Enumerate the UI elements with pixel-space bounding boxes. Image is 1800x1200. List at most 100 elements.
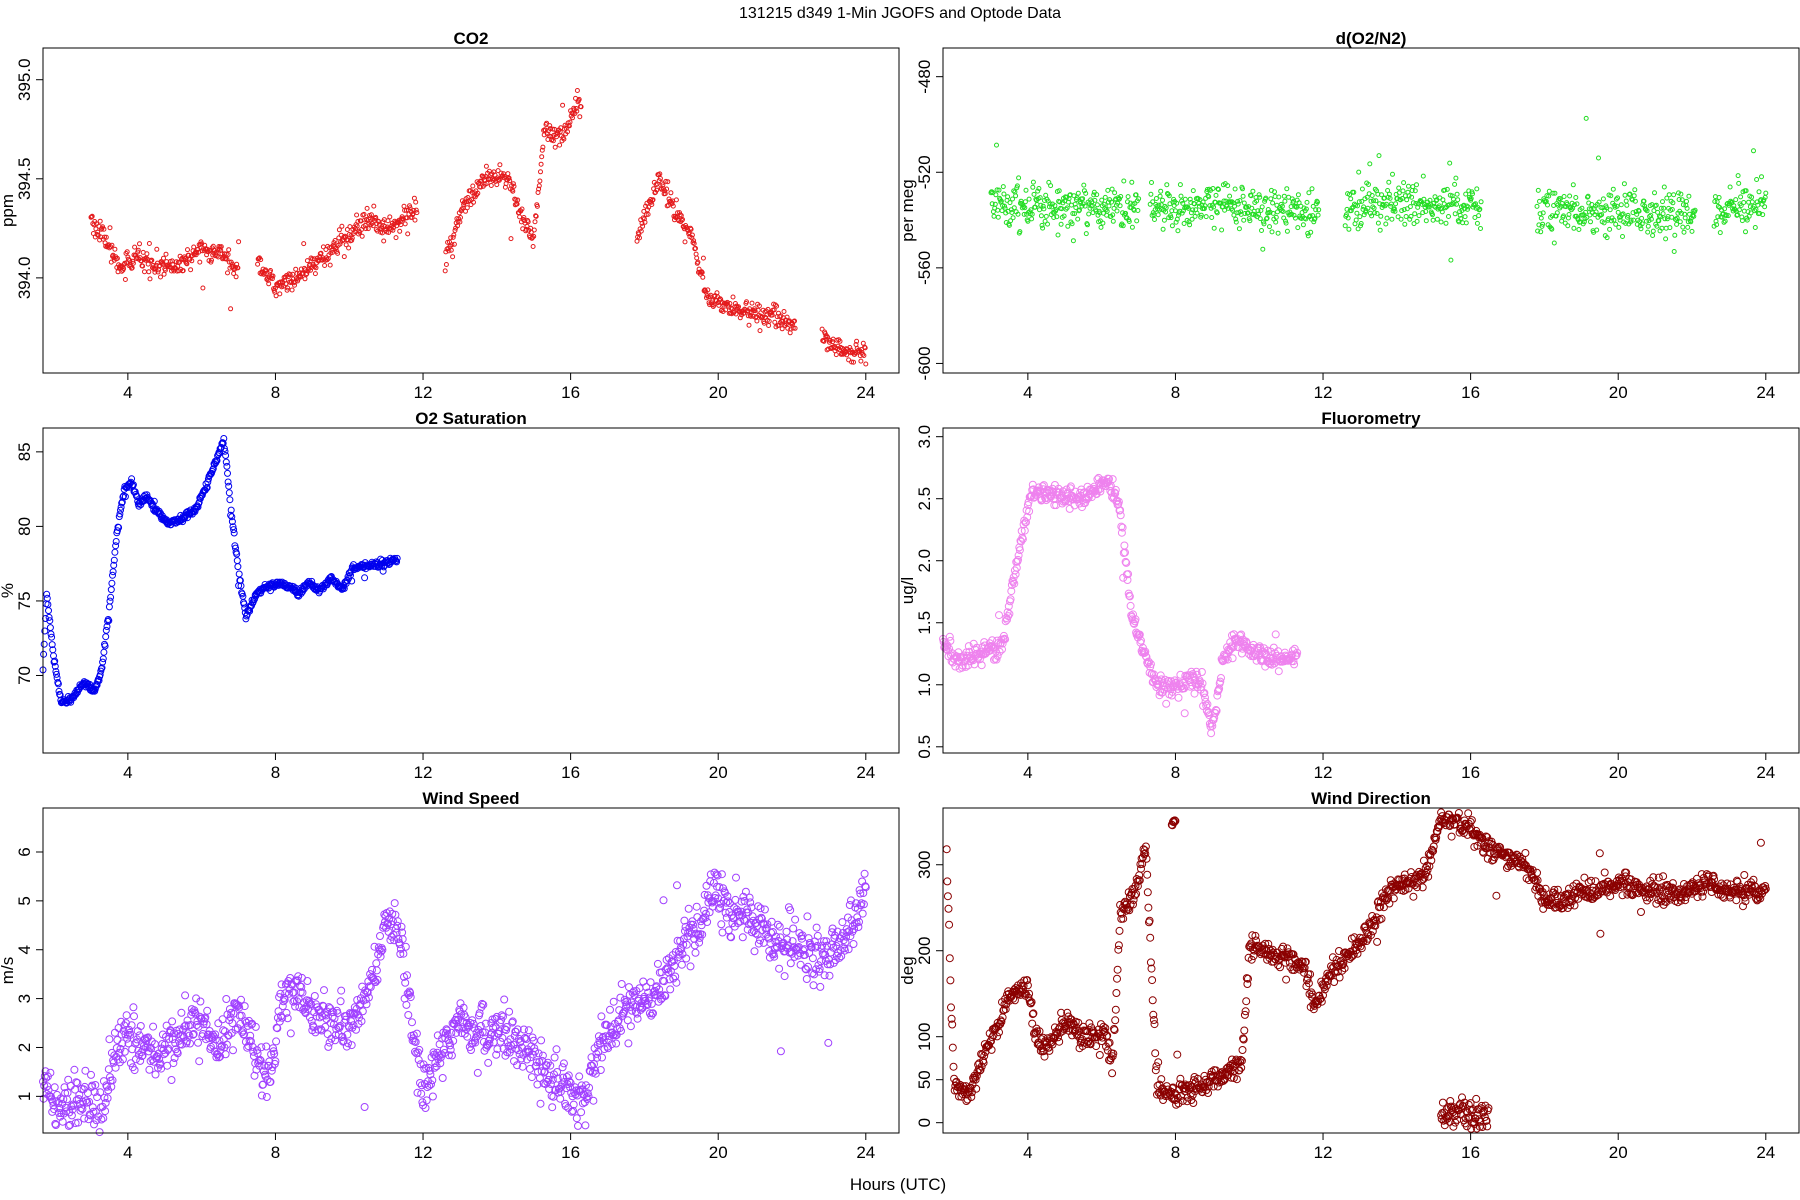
o2-saturation-point-279 [211,460,219,468]
d-o2-n2-point-825 [1588,219,1593,225]
fluorometry-point-471 [1228,654,1237,663]
d-o2-n2-point-225 [1126,219,1132,224]
d-o2-n2-point-598 [1393,201,1399,207]
d-o2-n2-point-530 [1351,189,1357,195]
d-o2-n2-point-82 [1038,213,1044,219]
wind-speed-point-539 [372,966,381,975]
co2-point-223 [225,252,231,257]
wind-speed-point-1219 [791,915,800,924]
co2-point-901 [744,299,749,305]
wind-speed-point-809 [538,1051,547,1060]
d-o2-n2-point-746 [1539,223,1545,229]
wind-speed-point-1046 [684,904,693,913]
d-o2-n2-point-400 [1245,210,1251,216]
d-o2-n2-point-205 [1114,208,1120,214]
co2-point-633 [523,226,529,232]
d-o2-n2-point-124 [1064,205,1070,211]
d-o2-n2-point-395 [1242,211,1248,216]
co2-point-385 [343,242,349,248]
d-o2-n2-point-186 [1102,194,1108,200]
d-o2-n2-point-17 [998,198,1004,204]
d-o2-n2-point-242 [1148,191,1154,197]
co2-point-511 [448,247,454,253]
d-o2-n2-point-146 [1078,200,1084,206]
co2-point-838 [705,287,711,293]
fluorometry-y-tick-1: 1.0 [915,673,934,697]
co2-point-472 [397,228,403,234]
d-o2-n2-point-321 [1196,203,1202,209]
co2-point-283 [280,283,286,289]
d-o2-n2-point-477 [1292,215,1298,221]
co2-point-359 [327,262,333,268]
d-o2-n2-point-896 [1631,193,1637,199]
wind-speed-point-1170 [760,905,769,914]
d-o2-n2-point-154 [1083,190,1089,196]
co2-point-118 [161,255,166,261]
d-o2-n2-point-422 [1259,228,1264,233]
co2-point-715 [574,108,580,114]
co2-point-778 [668,190,674,196]
d-o2-n2-point-351 [1215,186,1221,192]
o2-saturation-point-2 [40,640,48,648]
fluorometry-x-tick-16: 16 [1461,763,1480,782]
o2-saturation-point-252 [194,503,202,511]
d-o2-n2-point-251 [1153,196,1159,201]
wind-speed-point-1042 [682,954,691,963]
co2-point-780 [669,201,675,207]
co2-point-23 [102,240,108,246]
d-o2-n2-point-1031 [1733,197,1739,203]
co2-point-241 [255,261,261,267]
co2-point-587 [495,168,501,174]
co2-point-954 [776,322,782,328]
co2-point-811 [688,226,694,232]
wind-direction-point-10 [948,1043,957,1052]
d-o2-n2-point-587 [1386,179,1392,185]
wind-speed-point-538 [372,959,381,968]
d-o2-n2-point-966 [1674,215,1680,221]
o2-saturation-point-101 [101,642,109,650]
d-o2-n2-point-448 [1275,209,1280,215]
wind-speed-point-205 [167,1076,176,1084]
d-o2-n2-point-672 [1438,219,1444,225]
fluorometry-x-tick-4: 4 [1023,763,1032,782]
wind-speed-point-281 [214,1019,223,1028]
co2-point-394 [349,237,355,243]
co2-point-499 [413,207,419,213]
d-o2-n2-point-939 [1658,214,1664,220]
d-o2-n2-point-643 [1420,173,1426,179]
d-o2-n2-point-497 [1305,230,1311,236]
d-o2-n2-point-463 [1284,186,1290,192]
o2-saturation-point-25 [54,680,62,688]
wind-speed-point-1049 [686,962,695,971]
d-o2-n2-point-513 [1315,199,1320,205]
co2-point-923 [757,328,763,334]
d-o2-n2-point-1022 [1727,184,1733,190]
d-o2-n2-point-243 [1149,180,1154,185]
d-o2-n2-point-9 [994,142,999,148]
co2-point-374 [336,227,342,233]
wind-speed-point-596 [408,1018,416,1027]
co2-point-813 [689,232,695,238]
d-o2-n2-point-1004 [1716,195,1722,200]
o2-saturation-point-119 [112,538,120,545]
wind-speed-title: Wind Speed [422,789,519,808]
d-o2-n2-point-564 [1372,210,1378,216]
d-o2-n2-point-21 [1001,191,1007,197]
co2-point-433 [373,214,379,220]
d-o2-n2-point-979 [1682,215,1688,221]
co2-point-704 [567,119,573,125]
d-o2-n2-point-12 [995,214,1001,220]
wind-speed-point-905 [598,1053,606,1062]
co2-point-943 [769,312,775,318]
d-o2-n2-point-97 [1048,183,1054,189]
fluorometry-y-tick-3: 3.0 [915,425,934,449]
d-o2-n2-point-877 [1620,234,1625,239]
d-o2-n2-point-498 [1305,233,1311,239]
d-o2-n2-point-1069 [1756,189,1762,195]
co2-point-327 [308,267,313,273]
d-o2-n2-point-496 [1304,199,1310,205]
d-o2-n2-point-742 [1537,198,1542,204]
d-o2-n2-point-541 [1358,223,1363,229]
